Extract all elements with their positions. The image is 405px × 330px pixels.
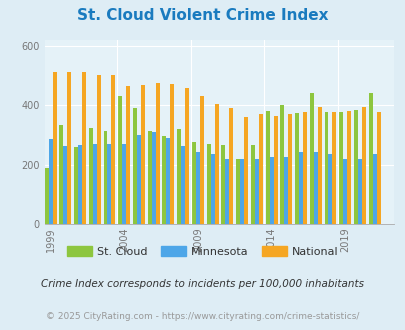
Bar (126, 86, 130, 224)
Bar (166, 138, 170, 224)
Bar (177, 129, 181, 224)
Bar (181, 146, 185, 224)
Bar (302, 112, 306, 224)
Bar (210, 154, 214, 224)
Bar (111, 75, 115, 224)
Bar (254, 159, 258, 224)
Bar (346, 111, 350, 224)
Bar (78, 146, 82, 224)
Bar (229, 108, 233, 224)
Bar (155, 83, 159, 224)
Bar (45, 168, 49, 224)
Bar (269, 157, 273, 224)
Bar (52, 72, 56, 224)
Bar (133, 108, 136, 224)
Bar (265, 111, 269, 224)
Bar (107, 144, 111, 224)
Bar (372, 154, 376, 224)
Bar (225, 159, 229, 224)
Bar (118, 96, 122, 224)
Bar (239, 159, 243, 224)
Bar (151, 132, 155, 224)
Bar (250, 146, 254, 224)
Bar (258, 114, 262, 224)
Bar (376, 112, 380, 224)
Legend: St. Cloud, Minnesota, National: St. Cloud, Minnesota, National (63, 242, 342, 261)
Bar (298, 152, 302, 224)
Bar (313, 152, 317, 224)
Bar (49, 140, 52, 224)
Bar (353, 110, 357, 224)
Text: © 2025 CityRating.com - https://www.cityrating.com/crime-statistics/: © 2025 CityRating.com - https://www.city… (46, 312, 359, 321)
Bar (221, 146, 225, 224)
Bar (199, 96, 203, 224)
Bar (147, 130, 151, 224)
Bar (185, 88, 189, 224)
Bar (92, 144, 96, 224)
Bar (103, 130, 107, 224)
Bar (332, 112, 336, 224)
Bar (294, 113, 298, 224)
Bar (59, 124, 63, 224)
Bar (368, 93, 372, 224)
Bar (357, 159, 361, 224)
Bar (122, 144, 126, 224)
Bar (63, 146, 67, 224)
Bar (214, 104, 218, 224)
Bar (339, 112, 342, 224)
Text: Crime Index corresponds to incidents per 100,000 inhabitants: Crime Index corresponds to incidents per… (41, 279, 364, 289)
Bar (243, 116, 247, 224)
Bar (89, 127, 92, 224)
Bar (162, 137, 166, 224)
Bar (236, 159, 239, 224)
Bar (279, 105, 284, 224)
Bar (141, 84, 145, 224)
Bar (317, 107, 321, 224)
Text: St. Cloud Violent Crime Index: St. Cloud Violent Crime Index (77, 8, 328, 23)
Bar (192, 143, 195, 224)
Bar (206, 144, 210, 224)
Bar (342, 159, 346, 224)
Bar (273, 116, 277, 224)
Bar (288, 114, 292, 224)
Bar (361, 107, 365, 224)
Bar (328, 154, 332, 224)
Bar (96, 75, 100, 224)
Bar (136, 135, 141, 224)
Bar (309, 93, 313, 224)
Bar (170, 84, 174, 224)
Bar (82, 72, 86, 224)
Bar (284, 157, 288, 224)
Bar (324, 112, 328, 224)
Bar (195, 152, 199, 224)
Bar (74, 147, 78, 224)
Bar (67, 72, 71, 224)
